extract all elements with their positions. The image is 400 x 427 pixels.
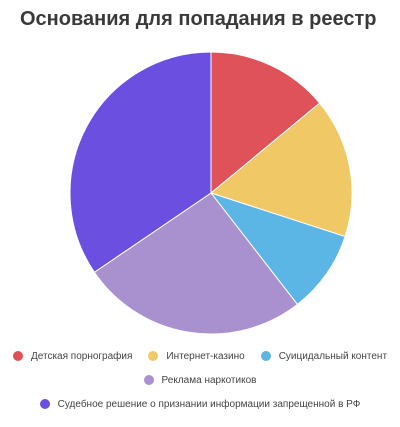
legend-swatch xyxy=(143,375,154,385)
legend-swatch xyxy=(12,351,23,361)
legend-label: Детская порнография xyxy=(30,350,133,362)
pie-slice-4 xyxy=(93,192,299,335)
pie-slice-1 xyxy=(210,51,321,195)
chart-legend: Детская порнография Интернет-казино Суиц… xyxy=(0,344,400,416)
pie-slice-5 xyxy=(69,51,212,273)
chart-title: Основания для попадания в реестр xyxy=(20,8,377,30)
legend-row-3: Судебное решение о признании информации … xyxy=(0,392,400,416)
legend-label: Судебное решение о признании информации … xyxy=(57,398,361,410)
legend-item-sudebnoe-reshenie: Судебное решение о признании информации … xyxy=(39,398,361,410)
legend-item-suitsidalnyy-kontent: Суицидальный контент xyxy=(260,350,388,362)
legend-label: Интернет-казино xyxy=(166,350,245,362)
pie-slice-2 xyxy=(209,102,353,238)
legend-label: Суицидальный контент xyxy=(278,350,388,362)
legend-swatch xyxy=(260,351,271,361)
legend-swatch xyxy=(39,399,50,409)
legend-item-detskaya-pornografiya: Детская порнография xyxy=(12,350,133,362)
legend-row-2: Реклама наркотиков xyxy=(0,368,400,392)
legend-swatch xyxy=(148,351,159,361)
legend-label: Реклама наркотиков xyxy=(161,374,257,386)
legend-item-internet-kazino: Интернет-казино xyxy=(148,350,245,362)
pie-slice-3 xyxy=(209,192,346,306)
legend-row-1: Детская порнография Интернет-казино Суиц… xyxy=(0,344,400,368)
legend-item-reklama-narkotikov: Реклама наркотиков xyxy=(143,374,257,386)
